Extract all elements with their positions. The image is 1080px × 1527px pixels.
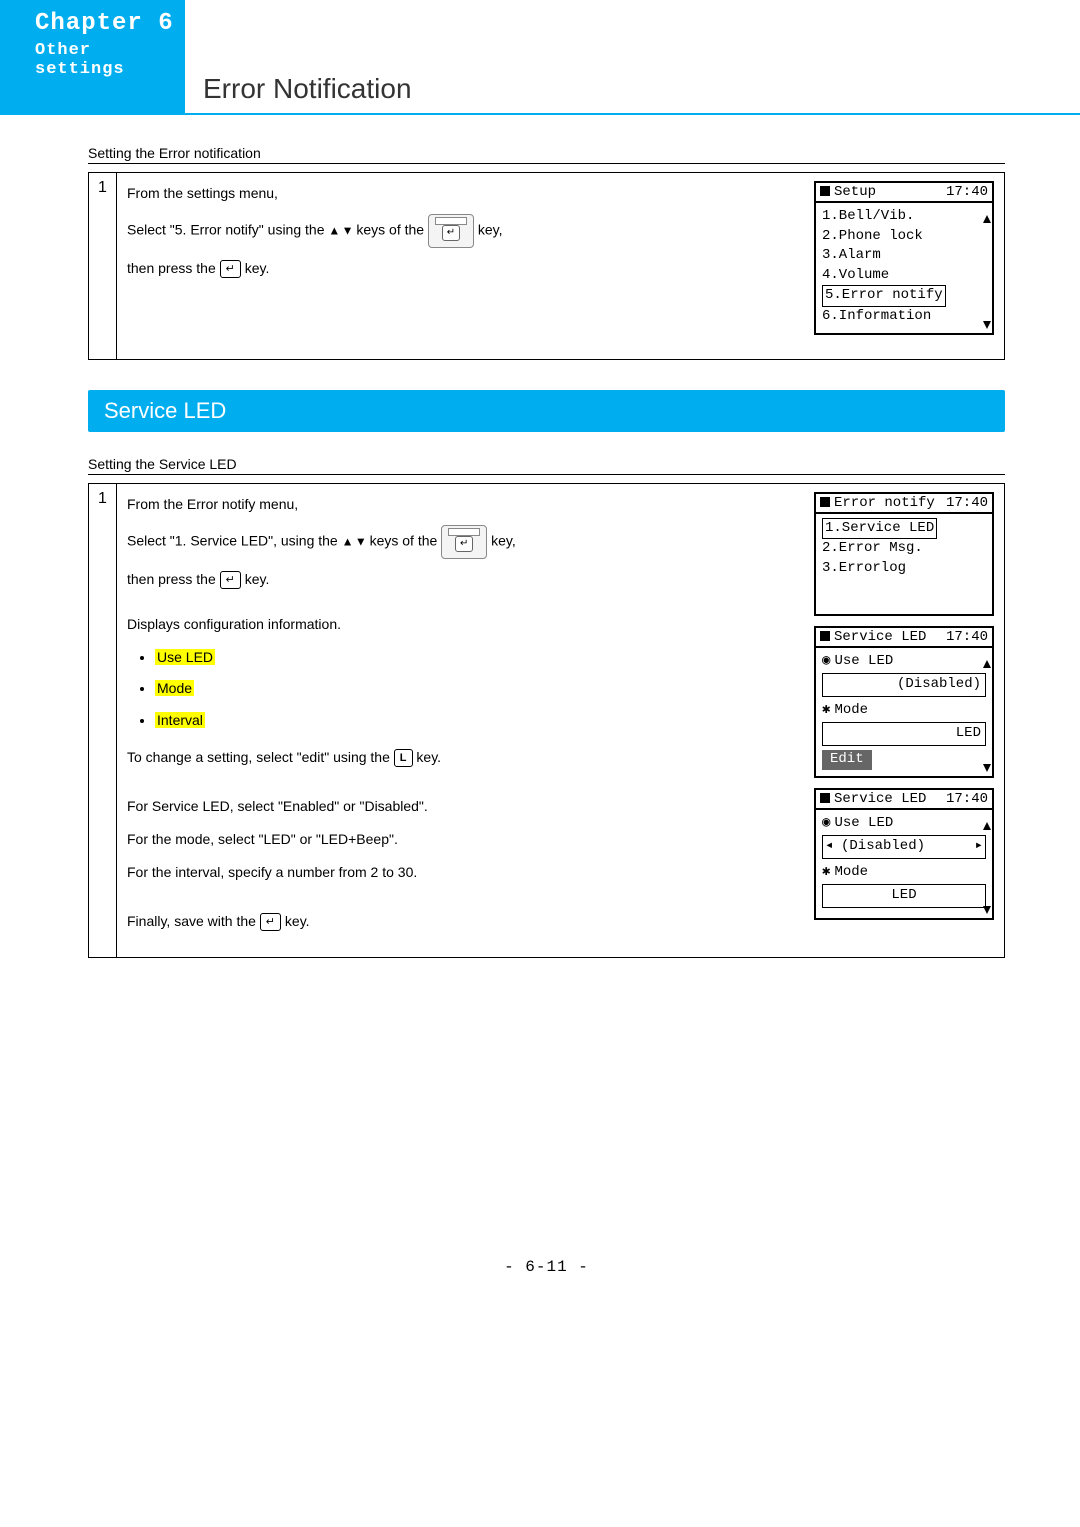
- s2-p1: From the Error notify menu,: [127, 492, 804, 517]
- mode-value: LED: [822, 884, 986, 908]
- device-body: ◉Use LED (Disabled) ✱Mode LED: [816, 810, 992, 918]
- menu-item: 1.Bell/Vib.: [822, 207, 986, 227]
- s1-line3: then press the key.: [127, 256, 804, 281]
- s2-p9: Finally, save with the key.: [127, 909, 804, 934]
- menu-item: 2.Phone lock: [822, 227, 986, 247]
- s1-line1: From the settings menu,: [127, 181, 804, 206]
- section1-label: Setting the Error notification: [88, 145, 1005, 164]
- content: Setting the Error notification 1 From th…: [0, 115, 1080, 1276]
- s2-p3: then press the key.: [127, 567, 804, 592]
- bullet-list: Use LED Mode Interval: [155, 645, 804, 733]
- menu-item: 4.Volume: [822, 266, 986, 286]
- cursor-key-icon: [428, 214, 474, 248]
- step-text: From the settings menu, Select "5. Error…: [127, 181, 804, 345]
- screenshot-setup: Setup 17:40 1.Bell/Vib. 2.Phone lock 3.A…: [814, 181, 994, 345]
- bullet-item: Mode: [155, 676, 804, 701]
- step-body: From the settings menu, Select "5. Error…: [117, 173, 1004, 359]
- device-error-notify: Error notify 17:40 1.Service LED 2.Error…: [814, 492, 994, 616]
- menu-icon: [820, 497, 830, 507]
- edit-label: Edit: [822, 750, 872, 770]
- device-setup: Setup 17:40 1.Bell/Vib. 2.Phone lock 3.A…: [814, 181, 994, 335]
- useled-value: (Disabled): [822, 835, 986, 859]
- clock: 17:40: [946, 791, 988, 807]
- updown-icon: ▲ ▼: [328, 224, 352, 238]
- l-key-icon: [394, 749, 413, 767]
- row-mode: ✱Mode: [822, 701, 986, 721]
- bullet-item: Use LED: [155, 645, 804, 670]
- useled-value: (Disabled): [822, 673, 986, 697]
- menu-item: 2.Error Msg.: [822, 539, 986, 559]
- step-text: From the Error notify menu, Select "1. S…: [127, 492, 804, 943]
- scrollbar: [980, 814, 990, 914]
- mode-value: LED: [822, 722, 986, 746]
- updown-icon: ▲ ▼: [342, 534, 366, 548]
- device-titlebar: Service LED 17:40: [816, 790, 992, 810]
- menu-item-selected: 1.Service LED: [822, 518, 986, 540]
- device-service-led-2: Service LED 17:40 ◉Use LED (Disabled) ✱M…: [814, 788, 994, 920]
- section2-table: 1 From the Error notify menu, Select "1.…: [88, 483, 1005, 958]
- menu-icon: [820, 793, 830, 803]
- page-number: - 6-11 -: [88, 1258, 1005, 1276]
- clock: 17:40: [946, 629, 988, 645]
- step-num: 1: [89, 173, 117, 359]
- dot-icon: ◉: [822, 652, 830, 672]
- page-title: Error Notification: [203, 73, 412, 105]
- menu-icon: [820, 631, 830, 641]
- s1-line2: Select "5. Error notify" using the ▲ ▼ k…: [127, 214, 804, 248]
- device-titlebar: Service LED 17:40: [816, 628, 992, 648]
- chapter-label: Chapter 6: [35, 10, 185, 37]
- s2-p7: For the mode, select "LED" or "LED+Beep"…: [127, 827, 804, 852]
- s2-p5: To change a setting, select "edit" using…: [127, 745, 804, 770]
- section-heading: Service LED: [88, 390, 1005, 432]
- clock: 17:40: [946, 495, 988, 511]
- scrollbar: [980, 652, 990, 772]
- screenshots-col: Error notify 17:40 1.Service LED 2.Error…: [814, 492, 994, 943]
- s2-p4: Displays configuration information.: [127, 612, 804, 637]
- bullet-item: Interval: [155, 708, 804, 733]
- header-right: Error Notification: [185, 0, 1080, 115]
- s2-p2: Select "1. Service LED", using the ▲ ▼ k…: [127, 525, 804, 559]
- dot-icon: ◉: [822, 814, 830, 834]
- row-useled: ◉Use LED: [822, 814, 986, 834]
- step-num: 1: [89, 484, 117, 957]
- row-mode: ✱Mode: [822, 863, 986, 883]
- clock: 17:40: [946, 184, 988, 200]
- gear-icon: ✱: [822, 863, 830, 883]
- scrollbar: [980, 207, 990, 329]
- menu-icon: [820, 186, 830, 196]
- page-header: Chapter 6 Other settings Error Notificat…: [0, 0, 1080, 115]
- section2-label: Setting the Service LED: [88, 456, 1005, 475]
- s2-p6: For Service LED, select "Enabled" or "Di…: [127, 794, 804, 819]
- gear-icon: ✱: [822, 701, 830, 721]
- menu-item: 3.Errorlog: [822, 559, 986, 579]
- device-titlebar: Setup 17:40: [816, 183, 992, 203]
- enter-key-icon: [220, 571, 241, 589]
- device-body: 1.Bell/Vib. 2.Phone lock 3.Alarm 4.Volum…: [816, 203, 992, 333]
- step-body: From the Error notify menu, Select "1. S…: [117, 484, 1004, 957]
- menu-item: 3.Alarm: [822, 246, 986, 266]
- chapter-subtitle: Other settings: [35, 41, 185, 79]
- section1-table: 1 From the settings menu, Select "5. Err…: [88, 172, 1005, 360]
- menu-item-selected: 5.Error notify: [822, 285, 986, 307]
- device-body: 1.Service LED 2.Error Msg. 3.Errorlog: [816, 514, 992, 614]
- cursor-key-icon: [441, 525, 487, 559]
- device-service-led-1: Service LED 17:40 ◉Use LED (Disabled) ✱M…: [814, 626, 994, 778]
- page: Chapter 6 Other settings Error Notificat…: [0, 0, 1080, 1316]
- menu-item: 6.Information: [822, 307, 986, 327]
- s2-p8: For the interval, specify a number from …: [127, 860, 804, 885]
- enter-key-icon: [260, 913, 281, 931]
- enter-key-icon: [220, 260, 241, 278]
- header-left: Chapter 6 Other settings: [0, 0, 185, 115]
- row-useled: ◉Use LED: [822, 652, 986, 672]
- device-titlebar: Error notify 17:40: [816, 494, 992, 514]
- device-body: ◉Use LED (Disabled) ✱Mode LED Edit: [816, 648, 992, 776]
